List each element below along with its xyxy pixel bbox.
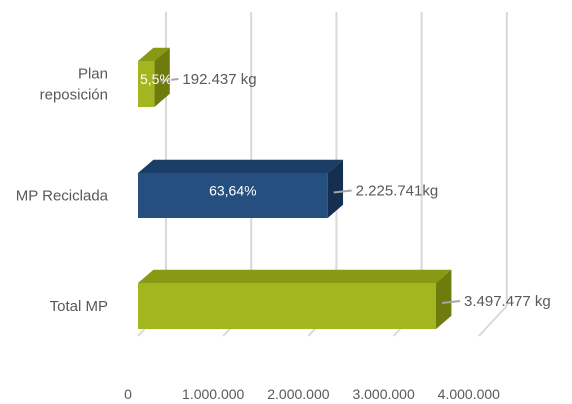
x-tick-label: 4.000.000 [438, 386, 500, 402]
category-label: MP Reciclada [16, 188, 109, 205]
bar-top [138, 47, 170, 61]
bar-top [138, 159, 344, 173]
labels: 0 1.000.000 2.000.000 3.000.000 4.000.000 192… [16, 66, 551, 403]
gridline-floor [478, 305, 508, 337]
x-tick-label: 0 [124, 386, 132, 402]
bar-side [327, 159, 344, 218]
percent-label: 63,64% [209, 183, 256, 199]
bar-top [138, 269, 452, 283]
bar [138, 283, 436, 329]
bar-side [436, 269, 452, 329]
bar [138, 173, 328, 218]
x-tick-label: 1.000.000 [182, 386, 244, 402]
leader-line [160, 78, 179, 82]
value-label: 192.437 kg [182, 71, 256, 88]
leader-line [441, 300, 461, 304]
x-tick-label: 3.000.000 [352, 386, 414, 402]
category-label: Total MP [50, 298, 108, 315]
category-label: Plan reposición [40, 66, 108, 104]
value-label: 3.497.477 kg [464, 293, 551, 310]
value-label: 2.225.741kg [356, 183, 439, 200]
bar [138, 61, 155, 107]
bar-side [154, 47, 170, 107]
leader-line [333, 189, 352, 194]
x-tick-label: 2.000.000 [267, 386, 329, 402]
bars [138, 47, 452, 329]
percent-label: 5,5% [140, 71, 172, 87]
